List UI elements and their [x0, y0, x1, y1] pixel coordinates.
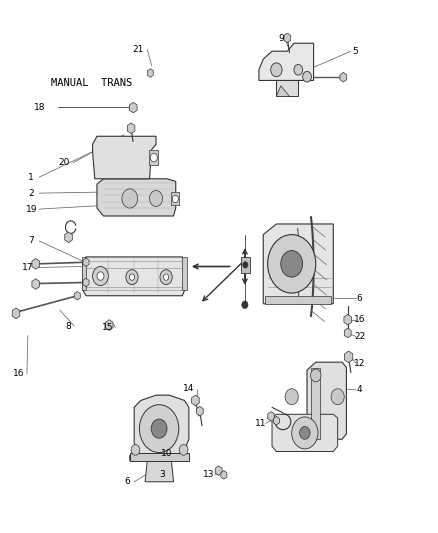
- Polygon shape: [220, 471, 226, 479]
- Text: 19: 19: [25, 205, 37, 214]
- Text: 15: 15: [102, 323, 113, 332]
- Polygon shape: [12, 308, 20, 319]
- Polygon shape: [83, 278, 89, 287]
- Text: 7: 7: [28, 237, 34, 246]
- Polygon shape: [339, 72, 346, 82]
- Text: 11: 11: [255, 419, 266, 428]
- Polygon shape: [32, 259, 39, 269]
- Polygon shape: [130, 395, 188, 461]
- Circle shape: [131, 445, 140, 455]
- Text: 9: 9: [277, 35, 283, 44]
- Circle shape: [163, 274, 168, 280]
- Polygon shape: [283, 33, 290, 43]
- Text: 6: 6: [356, 294, 362, 303]
- Polygon shape: [130, 453, 188, 461]
- Polygon shape: [83, 257, 184, 296]
- Circle shape: [172, 195, 178, 203]
- Polygon shape: [215, 466, 222, 475]
- Polygon shape: [129, 102, 137, 113]
- Polygon shape: [149, 150, 158, 165]
- Polygon shape: [182, 257, 186, 290]
- Circle shape: [299, 426, 309, 439]
- Text: 14: 14: [183, 384, 194, 393]
- Polygon shape: [263, 224, 332, 304]
- Polygon shape: [83, 258, 89, 266]
- Text: 21: 21: [133, 45, 144, 54]
- Circle shape: [291, 417, 317, 449]
- Bar: [240, 257, 250, 273]
- Circle shape: [267, 235, 315, 293]
- Circle shape: [310, 369, 320, 382]
- Text: 5: 5: [351, 47, 357, 55]
- Circle shape: [129, 274, 134, 280]
- Text: 2: 2: [28, 189, 34, 198]
- Polygon shape: [171, 192, 179, 205]
- Polygon shape: [273, 416, 279, 425]
- Circle shape: [270, 63, 282, 77]
- Circle shape: [179, 445, 187, 455]
- Circle shape: [293, 64, 302, 75]
- Circle shape: [330, 389, 343, 405]
- Text: 3: 3: [159, 471, 165, 479]
- Text: 10: 10: [161, 449, 172, 458]
- Text: 13: 13: [202, 471, 214, 479]
- Polygon shape: [92, 136, 155, 179]
- Text: 12: 12: [353, 359, 364, 368]
- Polygon shape: [64, 232, 72, 243]
- Polygon shape: [276, 86, 289, 96]
- Polygon shape: [196, 406, 203, 416]
- Polygon shape: [81, 257, 86, 290]
- Polygon shape: [343, 328, 350, 338]
- Circle shape: [159, 270, 172, 285]
- Circle shape: [285, 389, 297, 405]
- Circle shape: [139, 405, 178, 453]
- Polygon shape: [105, 320, 113, 330]
- Circle shape: [126, 270, 138, 285]
- Text: 6: 6: [124, 478, 130, 486]
- Circle shape: [241, 301, 247, 309]
- Polygon shape: [343, 314, 351, 325]
- Text: 1: 1: [28, 173, 34, 182]
- Circle shape: [302, 71, 311, 82]
- Text: 4: 4: [356, 385, 361, 394]
- Circle shape: [280, 251, 302, 277]
- Text: 22: 22: [353, 332, 364, 341]
- Text: 17: 17: [22, 263, 33, 272]
- Text: 8: 8: [66, 321, 71, 330]
- Circle shape: [149, 190, 162, 206]
- Text: 18: 18: [34, 102, 46, 111]
- Polygon shape: [267, 411, 274, 421]
- Circle shape: [150, 154, 157, 162]
- Polygon shape: [272, 414, 337, 451]
- Text: 16: 16: [13, 369, 25, 378]
- Polygon shape: [147, 69, 153, 77]
- Polygon shape: [191, 395, 199, 406]
- Polygon shape: [344, 351, 352, 363]
- Text: 20: 20: [58, 158, 70, 167]
- Polygon shape: [145, 461, 173, 482]
- Circle shape: [97, 272, 104, 280]
- Polygon shape: [32, 279, 39, 289]
- Polygon shape: [97, 179, 175, 216]
- Circle shape: [122, 189, 138, 208]
- Polygon shape: [74, 292, 80, 300]
- Polygon shape: [276, 78, 297, 96]
- Polygon shape: [258, 43, 313, 80]
- Circle shape: [151, 419, 166, 438]
- Polygon shape: [265, 296, 330, 304]
- Text: 16: 16: [353, 315, 364, 324]
- Polygon shape: [287, 362, 346, 439]
- Circle shape: [242, 262, 247, 268]
- Circle shape: [92, 266, 108, 286]
- Text: MANUAL  TRANS: MANUAL TRANS: [51, 78, 132, 88]
- Polygon shape: [311, 368, 319, 439]
- Polygon shape: [127, 123, 134, 134]
